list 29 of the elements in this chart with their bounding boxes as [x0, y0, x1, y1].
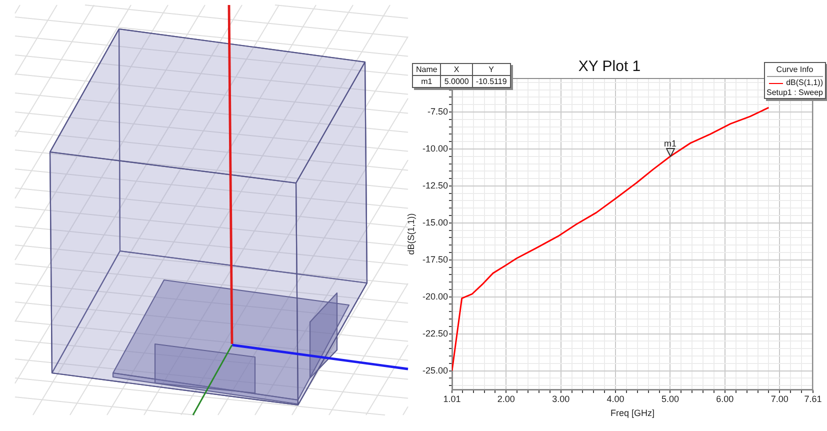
- x-tick-label: 2.00: [497, 394, 515, 404]
- text: Y: [472, 64, 510, 76]
- x-tick-label: 5.00: [661, 394, 680, 404]
- annotation: -10.5119: [472, 76, 510, 88]
- x-axis-title: Freq [GHz]: [610, 408, 655, 418]
- x-tick-label: 1.01: [443, 394, 461, 404]
- text: m1: [412, 76, 441, 88]
- y-axis-title: dB(S(1,1)): [406, 213, 416, 255]
- y-tick-label: -10.00: [422, 143, 448, 154]
- legend-title: Curve Info: [766, 63, 823, 77]
- x-tick-label: 7.00: [770, 394, 788, 404]
- y-tick-label: -15.00: [422, 217, 448, 228]
- y-tick-label: -12.50: [422, 180, 448, 190]
- x-tick-label: 6.00: [716, 394, 734, 404]
- x-tick-label: 7.61: [804, 394, 822, 404]
- legend-label: dB(S(1,1)): [786, 78, 823, 88]
- annotation: Setup1 : Sweep: [766, 88, 823, 97]
- x-tick-label: 3.00: [552, 394, 570, 404]
- y-tick-label: -22.50: [422, 328, 448, 338]
- text: X: [440, 64, 472, 76]
- y-tick-label: -17.50: [422, 254, 448, 264]
- annotation: 5.0000: [440, 76, 472, 88]
- y-tick-label: -7.50: [427, 106, 448, 116]
- chart-title: XY Plot 1: [578, 58, 641, 76]
- y-tick-label: -25.00: [422, 365, 448, 376]
- annotation: m1: [664, 138, 676, 149]
- x-tick-label: 4.00: [606, 394, 624, 404]
- text: Name: [412, 64, 441, 76]
- y-tick-label: -20.00: [422, 291, 448, 302]
